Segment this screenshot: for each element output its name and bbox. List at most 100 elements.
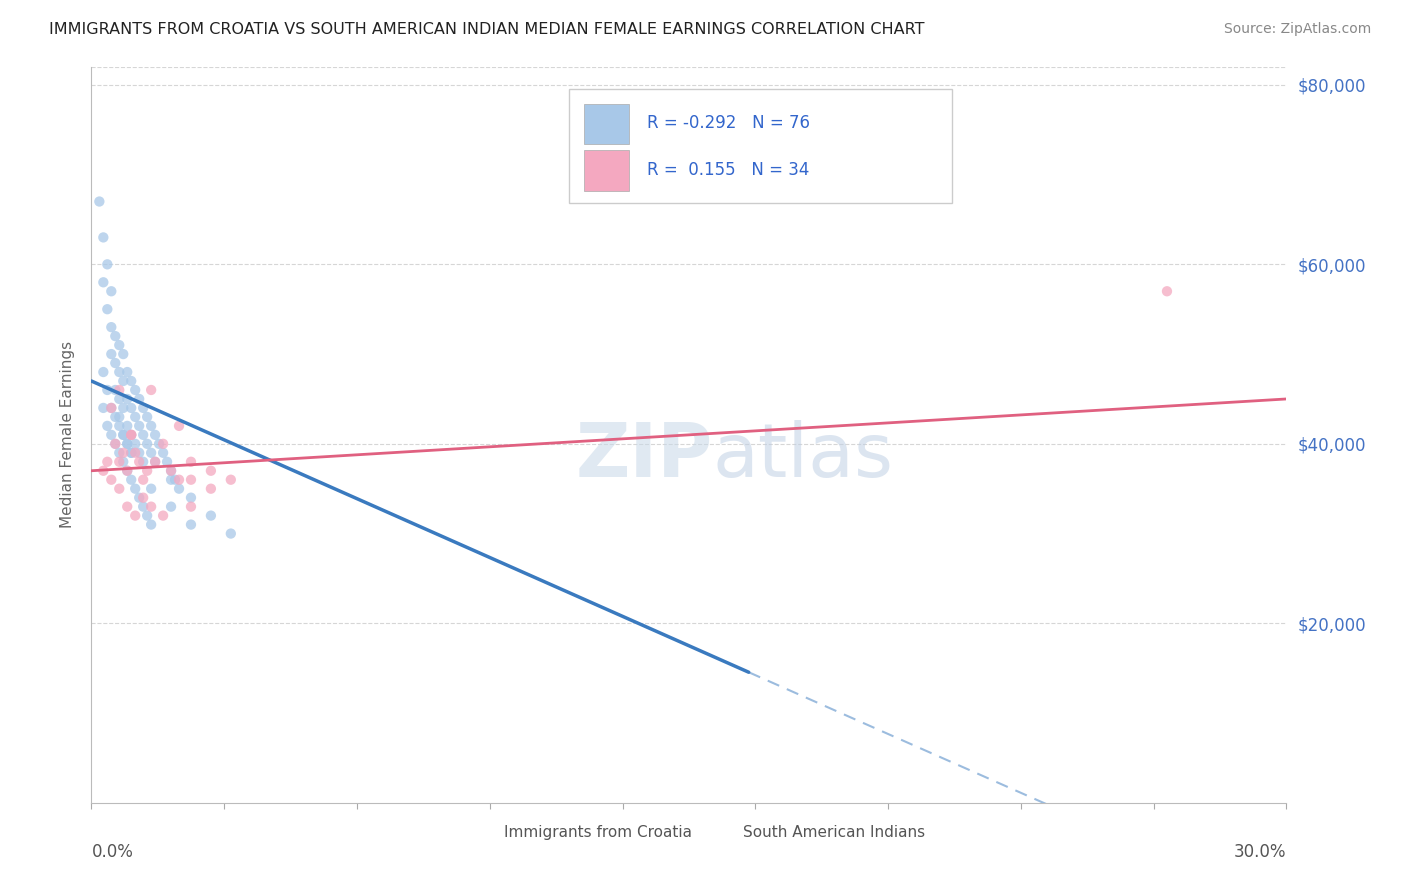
FancyBboxPatch shape [569,89,952,203]
Point [219,526,242,541]
Text: IMMIGRANTS FROM CROATIA VS SOUTH AMERICAN INDIAN MEDIAN FEMALE EARNINGS CORRELAT: IMMIGRANTS FROM CROATIA VS SOUTH AMERICA… [49,22,925,37]
Point [104,383,127,397]
Point [180,473,202,487]
Point [163,473,186,487]
Point [104,437,127,451]
Point [120,374,142,388]
Point [112,427,135,442]
Point [128,418,150,433]
Text: 30.0%: 30.0% [1234,843,1286,862]
Point [180,517,202,532]
Point [167,418,190,433]
Point [96,383,118,397]
Point [112,455,135,469]
Point [115,418,138,433]
Point [124,508,146,523]
Point [100,427,122,442]
Text: R =  0.155   N = 34: R = 0.155 N = 34 [647,161,810,179]
Point [112,401,135,415]
FancyBboxPatch shape [583,103,630,145]
Point [152,446,174,460]
Point [108,418,131,433]
Point [124,437,146,451]
Point [128,455,150,469]
Point [115,365,138,379]
Point [108,383,131,397]
Point [100,401,122,415]
Point [124,383,146,397]
Point [143,455,166,469]
Point [156,455,179,469]
Point [108,338,131,352]
Point [108,365,131,379]
Point [141,446,162,460]
Point [160,500,183,514]
Point [100,347,122,361]
Point [141,482,162,496]
Point [132,455,155,469]
Point [120,446,142,460]
Point [124,409,146,424]
Point [120,427,142,442]
Point [136,409,159,424]
Point [100,320,122,334]
Point [1156,285,1178,299]
Point [93,230,115,244]
Point [104,437,127,451]
FancyBboxPatch shape [456,819,492,847]
Point [152,508,174,523]
Point [167,482,190,496]
Point [200,464,222,478]
Y-axis label: Median Female Earnings: Median Female Earnings [60,342,76,528]
Point [120,446,142,460]
FancyBboxPatch shape [695,819,731,847]
Point [124,446,146,460]
Point [115,437,138,451]
Point [143,427,166,442]
Point [141,418,162,433]
Point [96,302,118,317]
Point [136,508,159,523]
Point [104,329,127,343]
Point [108,409,131,424]
Point [200,508,222,523]
Point [128,446,150,460]
Point [93,464,115,478]
Point [136,464,159,478]
Point [200,482,222,496]
Point [132,473,155,487]
Point [141,500,162,514]
Point [100,473,122,487]
Point [115,464,138,478]
Point [96,257,118,271]
Point [112,446,135,460]
Point [136,437,159,451]
Text: Immigrants from Croatia: Immigrants from Croatia [503,825,692,840]
Point [115,500,138,514]
Point [104,356,127,370]
Point [115,392,138,406]
Point [112,347,135,361]
Point [93,275,115,289]
Point [108,482,131,496]
Point [143,455,166,469]
Point [93,401,115,415]
Point [120,473,142,487]
FancyBboxPatch shape [583,150,630,191]
Point [219,473,242,487]
Text: atlas: atlas [713,420,894,493]
Point [132,491,155,505]
Point [93,365,115,379]
Point [180,455,202,469]
Text: 0.0%: 0.0% [91,843,134,862]
Point [167,473,190,487]
Point [132,401,155,415]
Point [108,455,131,469]
Point [128,491,150,505]
Point [108,446,131,460]
Point [115,437,138,451]
Point [141,383,162,397]
Point [96,418,118,433]
Point [96,455,118,469]
Point [132,500,155,514]
